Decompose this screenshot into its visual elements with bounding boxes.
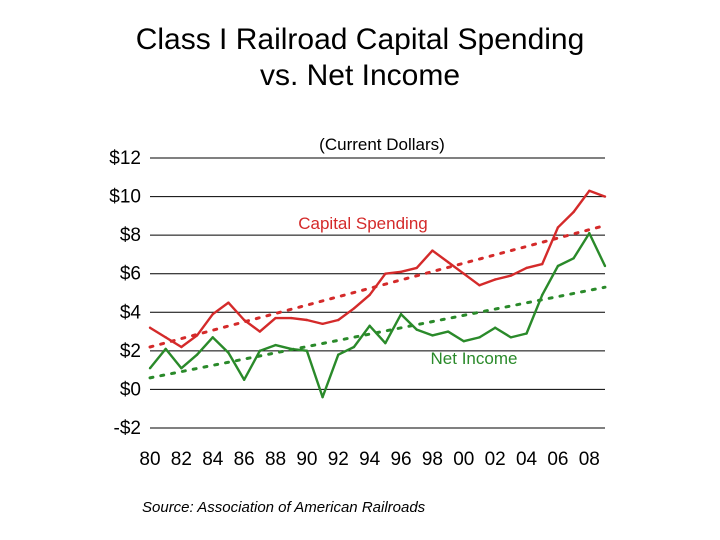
net-income-point [337,353,340,356]
capital-spending-point [180,345,183,349]
capital-spending-point [431,249,434,252]
capital-spending-label: Capital Spending [298,214,427,233]
y-tick-label: $8 [120,225,141,246]
net-income-point [180,367,183,370]
capital-spending-point [305,318,309,322]
chart-title-line-2: vs. Net Income [259,59,461,92]
net-income-point [352,345,356,349]
net-income-point [305,349,309,353]
capital-spending-point [148,326,152,329]
net-income-point [195,353,199,356]
net-income-trend-line [148,285,607,380]
capital-spending-point [164,336,167,339]
y-tick-label: $0 [120,379,141,400]
chart-subtitle: (Current Dollars) [319,135,445,154]
net-income-line [149,232,607,399]
y-tick-label: $10 [109,187,141,208]
x-tick-label: 92 [328,449,349,470]
capital-spending-point [399,270,403,273]
x-tick-label: 86 [234,449,255,470]
net-income-point [588,232,591,235]
capital-spending-point [556,226,560,229]
x-tick-label: 94 [359,449,381,470]
capital-spending-point [211,313,214,316]
capital-spending-point [572,210,575,214]
capital-spending-point [478,284,481,287]
net-income-point [493,326,497,329]
trend-lines [148,224,607,380]
x-tick-label: 98 [422,449,443,470]
net-income-point [211,336,214,339]
capital-spending-point [603,195,607,198]
x-tick-label: 00 [453,449,474,470]
capital-spending-point [462,272,465,275]
net-income-point [525,332,528,335]
capital-spending-point [525,266,528,270]
net-income-point [290,347,293,351]
capital-spending-point [227,301,230,304]
net-income-point [509,336,513,339]
capital-spending-point [321,322,324,326]
net-income-point [399,313,403,316]
net-income-point [148,367,152,370]
capital-spending-point [384,272,387,275]
y-tick-label: -$2 [114,418,141,439]
x-tick-label: 88 [265,449,286,470]
net-income-point [603,264,607,268]
x-tick-label: 90 [296,449,317,470]
capital-spending-point [368,293,371,297]
capital-spending-point [274,316,277,320]
y-tick-label: $4 [120,302,142,323]
capital-spending-point [446,260,450,264]
net-income-point [274,343,277,347]
net-income-point [321,395,324,399]
x-tick-label: 02 [485,449,506,470]
x-tick-label: 08 [579,449,600,470]
net-income-point [462,340,465,343]
net-income-label: Net Income [431,349,518,368]
x-tick-label: 80 [139,449,160,470]
capital-spending-point [493,278,497,281]
capital-spending-point [588,189,591,192]
capital-spending-point [337,318,340,322]
y-tick-label: $12 [109,148,141,169]
y-tick-label: $2 [120,341,141,362]
net-income-point [164,347,167,351]
net-income-point [446,330,450,333]
net-income-point [556,264,560,268]
net-income-point [368,324,371,327]
net-income-point [242,378,246,381]
net-income-point [431,334,434,337]
capital-spending-point [258,330,262,333]
x-tick-label: 06 [547,449,568,470]
capital-spending-line [149,189,606,349]
y-tick-label: $6 [120,264,141,285]
net-income-point [478,336,481,339]
chart-labels: $12 $10 $8 $6 $4 $2 $0 -$2 80 82 84 86 88 90 92 94 96 98 0… [109,135,600,470]
net-income-point [541,293,544,297]
grid-lines [150,157,605,429]
capital-spending-point [541,262,544,266]
x-tick-label: 96 [390,449,411,470]
x-tick-label: 82 [171,449,192,470]
source-note: Source: Association of American Railroad… [142,499,426,516]
capital-spending-point [290,316,293,320]
capital-spending-point [195,334,199,337]
chart-title: Class I Railroad Capital Spending vs. Ne… [0,22,720,94]
net-income-point [572,257,575,260]
chart-title-line-1: Class I Railroad Capital Spending [135,23,585,56]
net-income-point [415,328,418,331]
capital-spending-point [415,266,418,270]
capital-spending-point [509,274,513,277]
capital-spending-point [352,307,356,310]
net-income-point [384,341,387,345]
net-income-point [227,351,230,354]
x-tick-label: 04 [516,449,538,470]
capital-spending-point [242,318,246,322]
series-lines [148,189,607,399]
x-tick-label: 84 [202,449,224,470]
net-income-point [258,349,262,353]
